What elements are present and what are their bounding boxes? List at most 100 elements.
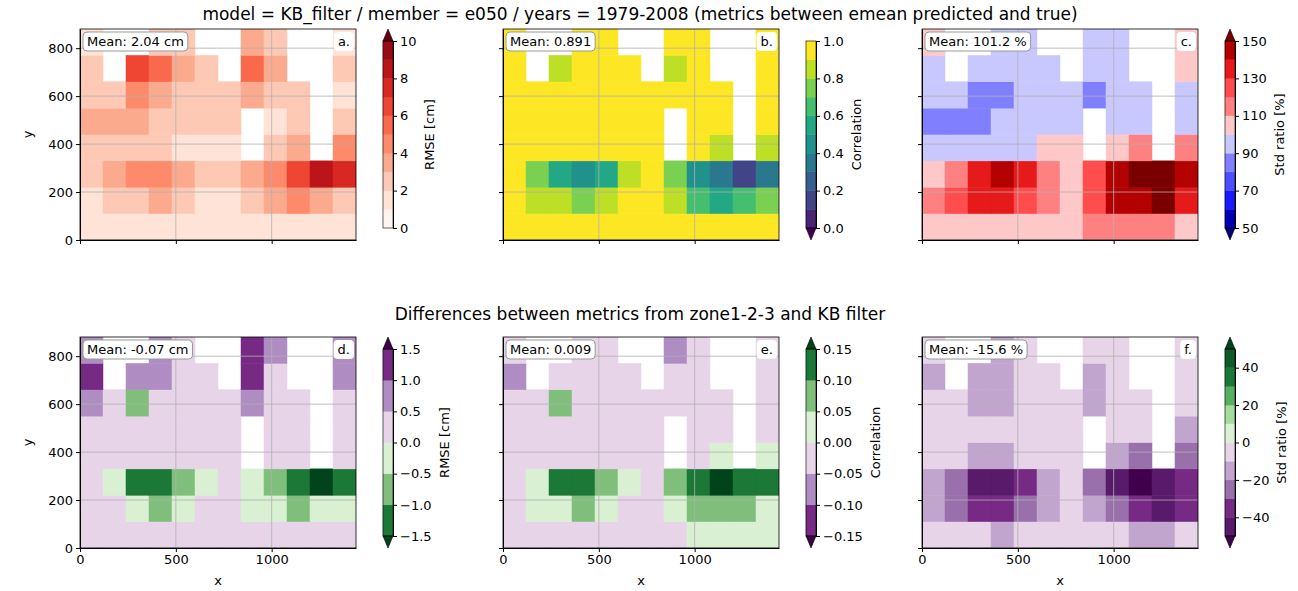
colorbar-tick: −0.15: [816, 529, 863, 544]
grid-line: [598, 337, 599, 548]
cell: [1175, 29, 1198, 55]
cell: [664, 390, 687, 416]
cell: [572, 495, 595, 521]
grid-line: [922, 500, 1198, 501]
tick-mark: [918, 404, 922, 405]
cell: [333, 443, 356, 469]
y-tick: [918, 452, 922, 453]
axis-line: [393, 42, 394, 229]
panel-letter-group: b.: [757, 32, 777, 51]
tick-mark: [918, 548, 922, 549]
colorbar-bin: [383, 116, 393, 135]
cell: [1129, 108, 1152, 134]
cell: [149, 495, 172, 521]
panel: 05001000xMean: 0.009e.−0.15−0.10−0.050.0…: [499, 337, 883, 588]
cell: [503, 469, 526, 495]
colorbar-extend-under: [1225, 536, 1235, 548]
colorbar-tick: 20: [1235, 398, 1259, 413]
grid-line: [922, 337, 923, 548]
colorbar-bin: [806, 116, 816, 135]
y-axis: [499, 30, 504, 241]
cell: [572, 443, 595, 469]
x-tick: 1000: [256, 548, 289, 567]
cell: [1060, 416, 1083, 442]
cell: [526, 495, 549, 521]
y-tick: 0: [65, 541, 80, 556]
tick-mark: [922, 240, 923, 244]
cell: [241, 495, 264, 521]
tick-mark: [816, 380, 820, 381]
axis-line: [923, 240, 1199, 241]
axis-line: [922, 30, 923, 241]
tick-mark: [393, 41, 397, 42]
tick-label: 1000: [1098, 552, 1131, 567]
cell: [756, 214, 779, 240]
cell: [126, 108, 149, 134]
cell: [945, 469, 968, 495]
plot-background: [922, 29, 1198, 240]
cell: [333, 29, 356, 55]
cell: [1106, 469, 1129, 495]
plot-background: [80, 29, 356, 240]
colorbar-bin: [806, 135, 816, 154]
cell: [103, 522, 126, 548]
cell: [526, 161, 549, 187]
tick-mark: [1235, 368, 1239, 369]
cell: [945, 214, 968, 240]
cell: [526, 390, 549, 416]
grid-line: [503, 404, 779, 405]
cell: [195, 495, 218, 521]
cell: [80, 214, 103, 240]
cell: [264, 390, 287, 416]
colorbar-bin: [806, 60, 816, 79]
cell: [103, 161, 126, 187]
cell: [80, 416, 103, 442]
panel-letter-box: [757, 32, 777, 51]
cell: [687, 363, 710, 389]
colorbar-bin: [1225, 461, 1235, 480]
cell: [195, 363, 218, 389]
cell: [333, 363, 356, 389]
cell: [1060, 522, 1083, 548]
cell: [526, 469, 549, 495]
cell: [1083, 29, 1106, 55]
tick-label: 0: [400, 221, 408, 236]
y-tick: 800: [48, 41, 80, 56]
cell: [991, 443, 1014, 469]
x-tick: 0: [76, 548, 84, 567]
colorbar-frame: [1225, 41, 1235, 228]
cell: [687, 469, 710, 495]
colorbar-tick: 90: [1235, 146, 1259, 161]
colorbar-bin: [1225, 349, 1235, 368]
cell: [968, 522, 991, 548]
cell: [968, 55, 991, 81]
cell: [1083, 337, 1106, 363]
cell: [572, 55, 595, 81]
panel-letter-box: [1180, 340, 1196, 359]
annotation-box: [83, 32, 188, 51]
cell: [968, 82, 991, 108]
x-tick: [1018, 240, 1019, 244]
cell: [126, 187, 149, 213]
colorbar-title: RMSE [cm]: [422, 99, 437, 170]
cell: [1129, 469, 1152, 495]
colorbar-extend-over: [1225, 29, 1235, 41]
colorbar-bin: [806, 209, 816, 228]
cells: [80, 337, 356, 548]
tick-mark: [80, 240, 81, 244]
colorbar-axis: −0.15−0.10−0.050.000.050.100.15: [816, 342, 863, 544]
cell: [287, 82, 310, 108]
colorbar-bin: [383, 349, 393, 380]
cell: [968, 390, 991, 416]
colorbar-bin: [1225, 499, 1235, 518]
figure-title: model = KB_filter / member = e050 / year…: [202, 4, 1077, 25]
tick-label: 130: [1242, 71, 1267, 86]
tick-mark: [816, 443, 820, 444]
cell: [149, 108, 172, 134]
tick-label: 8: [400, 71, 408, 86]
colorbar-axis: −1.5−1.0−0.50.00.51.01.5: [393, 342, 432, 544]
cell: [264, 337, 287, 363]
axis-line: [922, 338, 923, 549]
tick-label: 0.2: [823, 183, 844, 198]
x-tick: 0: [918, 548, 926, 567]
